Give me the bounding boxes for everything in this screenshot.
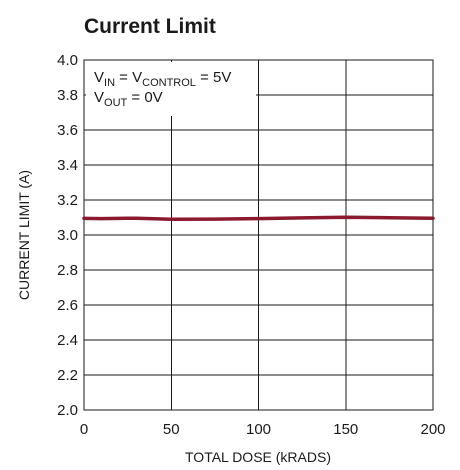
series-line bbox=[82, 215, 435, 222]
y-tick-label: 2.4 bbox=[57, 332, 78, 349]
y-tick-label: 2.6 bbox=[57, 297, 78, 314]
y-tick-label: 3.0 bbox=[57, 227, 78, 244]
x-tick-label: 50 bbox=[163, 421, 180, 438]
x-tick-label: 200 bbox=[420, 421, 445, 438]
x-axis-label: TOTAL DOSE (kRADS) bbox=[185, 449, 331, 465]
y-tick-label: 2.2 bbox=[57, 367, 78, 384]
series-layer bbox=[82, 215, 435, 222]
x-tick-labels: 0 50 100 150 200 bbox=[80, 421, 446, 438]
x-tick-label: 0 bbox=[80, 421, 88, 438]
x-tick-label: 100 bbox=[246, 421, 271, 438]
x-tick-label: 150 bbox=[333, 421, 358, 438]
condition-line-1: VIN = VCONTROL = 5V bbox=[94, 69, 231, 89]
chart-title: Current Limit bbox=[84, 15, 216, 38]
grid bbox=[84, 60, 433, 410]
condition-line-2: VOUT = 0V bbox=[94, 89, 163, 109]
y-tick-label: 3.2 bbox=[57, 192, 78, 209]
annotation-box bbox=[86, 62, 256, 116]
y-tick-label: 4.0 bbox=[57, 52, 78, 69]
y-tick-labels: 2.0 2.2 2.4 2.6 2.8 3.0 3.2 3.4 3.6 3.8 4.0 bbox=[57, 52, 78, 419]
y-tick-label: 2.8 bbox=[57, 262, 78, 279]
y-tick-label: 2.0 bbox=[57, 402, 78, 419]
y-tick-label: 3.4 bbox=[57, 157, 78, 174]
y-axis-label: CURRENT LIMIT (A) bbox=[16, 170, 32, 300]
y-tick-label: 3.8 bbox=[57, 87, 78, 104]
plot-frame bbox=[83, 59, 434, 411]
y-tick-label: 3.6 bbox=[57, 122, 78, 139]
